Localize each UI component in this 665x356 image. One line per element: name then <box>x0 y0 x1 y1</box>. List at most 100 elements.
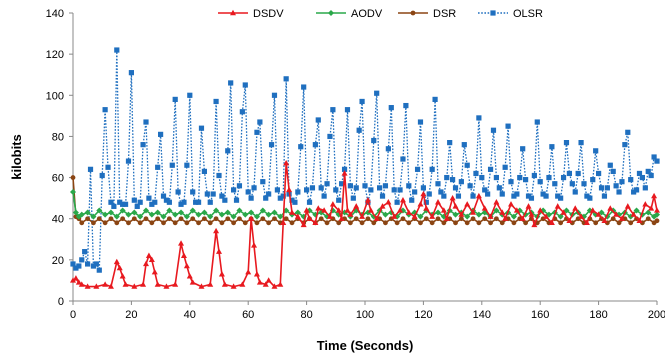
dsdv-point <box>271 283 278 289</box>
dsdv-point <box>248 215 255 221</box>
olsr-point <box>312 142 318 148</box>
aodv-point <box>102 211 109 218</box>
olsr-point <box>137 199 143 205</box>
olsr-point <box>163 197 170 203</box>
dsdv-point <box>256 279 263 285</box>
olsr-point <box>455 193 462 199</box>
dsr-point <box>365 216 371 222</box>
dsdv-point <box>251 242 258 248</box>
dsdv-point <box>487 213 494 219</box>
dsdv-point <box>452 203 459 209</box>
olsr-point <box>125 158 132 164</box>
aodv-point <box>224 209 231 216</box>
olsr-point <box>73 265 79 271</box>
legend-item-aodv: AODV <box>316 8 383 20</box>
dsdv-point <box>113 258 120 265</box>
olsr-point <box>193 199 199 205</box>
olsr-point <box>628 177 634 183</box>
olsr-point <box>514 191 520 197</box>
olsr-point <box>555 193 561 199</box>
legend-item-dsr: DSR <box>398 8 456 20</box>
dsdv-point <box>525 203 532 209</box>
dsr-point <box>120 216 126 222</box>
olsr-point <box>426 191 432 197</box>
dsr-point <box>155 216 161 222</box>
legend-marker <box>410 10 416 16</box>
dsdv-point <box>265 277 272 283</box>
dsdv-point <box>618 215 625 221</box>
dsdv-point <box>294 213 301 219</box>
dsr-point <box>79 220 85 226</box>
dsdv-point <box>72 275 79 281</box>
aodv-point <box>84 209 91 216</box>
olsr-point <box>572 189 578 195</box>
olsr-point <box>382 183 389 189</box>
olsr-point <box>438 189 444 195</box>
olsr-point <box>359 98 365 105</box>
olsr-point <box>490 127 497 133</box>
olsr-point <box>350 195 356 201</box>
dsdv-point <box>151 269 158 275</box>
olsr-point <box>645 168 651 174</box>
dsdv-point <box>481 205 488 211</box>
olsr-point <box>631 189 637 195</box>
olsr-point <box>155 164 161 170</box>
dsr-point <box>161 220 166 226</box>
olsr-point <box>327 133 333 140</box>
dsr-point <box>394 220 400 226</box>
dsdv-point <box>519 215 526 221</box>
dsr-point <box>482 216 488 222</box>
aodv-point <box>265 211 272 218</box>
olsr-point <box>266 191 272 197</box>
dsdv-point <box>253 271 260 277</box>
olsr-point <box>379 193 386 199</box>
olsr-point <box>304 187 310 193</box>
olsr-point <box>301 84 307 90</box>
aodv-point <box>125 211 132 218</box>
dsr-point <box>178 216 184 222</box>
dsdv-point <box>131 283 138 289</box>
aodv-point <box>137 213 144 220</box>
dsdv-point <box>405 209 412 215</box>
aodv-line <box>72 191 658 218</box>
olsr-point <box>397 187 403 193</box>
olsr-point <box>128 70 134 76</box>
aodv-point <box>464 213 471 220</box>
dsr-point <box>289 220 295 226</box>
dsdv-point <box>283 159 290 166</box>
dsdv-point <box>417 201 424 207</box>
legend-marker <box>490 10 496 16</box>
dsdv-point <box>122 281 129 287</box>
dsr-point <box>272 216 277 222</box>
dsr-point <box>488 220 493 226</box>
olsr-point <box>444 174 450 181</box>
dsr-point <box>371 220 377 226</box>
olsr-point <box>508 179 514 185</box>
x-tick-label: 100 <box>356 309 374 321</box>
olsr-point <box>242 82 248 88</box>
dsr-point <box>85 216 90 222</box>
dsdv-point <box>306 215 313 221</box>
olsr-point <box>584 193 590 199</box>
dsr-point <box>423 216 429 222</box>
legend-item-olsr: OLSR <box>478 8 543 20</box>
dsdv-point <box>613 211 620 217</box>
olsr-point <box>111 203 117 209</box>
dsdv-point <box>143 260 149 267</box>
dsdv-point <box>630 211 637 217</box>
dsr-point <box>172 220 178 226</box>
x-tick-label: 160 <box>531 309 549 321</box>
olsr-point <box>353 185 359 191</box>
dsdv-point <box>78 281 85 287</box>
olsr-point <box>321 193 327 199</box>
dsr-point <box>190 216 196 222</box>
olsr-point <box>400 156 406 162</box>
dsdv-point <box>102 281 109 287</box>
dsdv-point <box>116 264 123 271</box>
olsr-point <box>102 107 108 113</box>
dsdv-point <box>183 262 190 269</box>
olsr-point <box>388 105 394 111</box>
olsr-point <box>432 96 438 102</box>
olsr-point <box>82 249 88 255</box>
